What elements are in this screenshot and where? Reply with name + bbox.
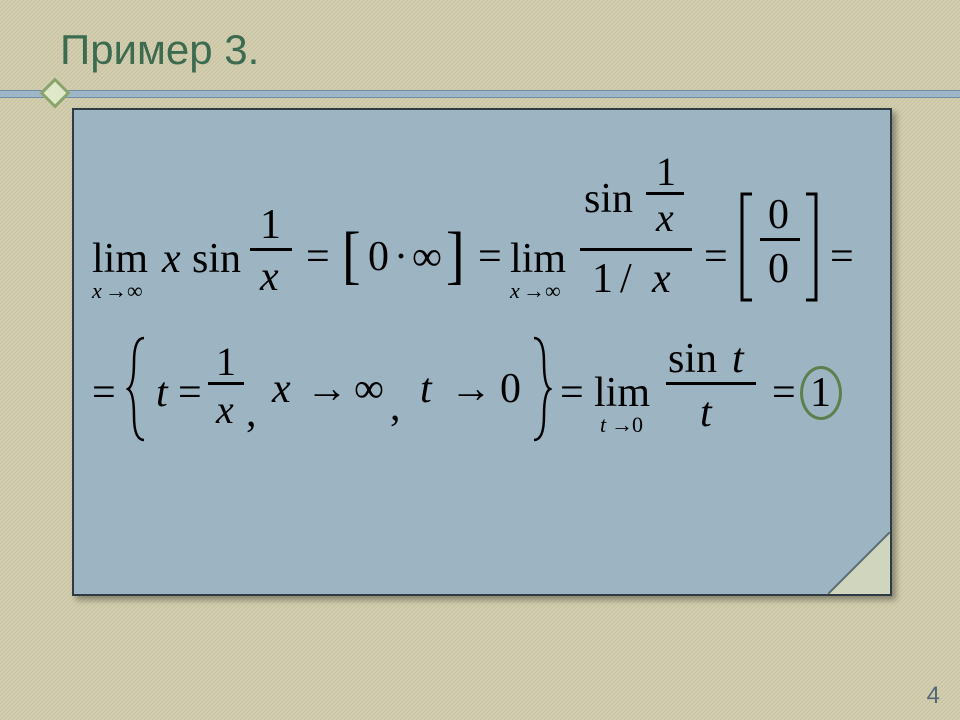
l1-eq4: = (830, 236, 854, 278)
l1-eq3: = (704, 236, 728, 278)
l2-rbrace (530, 334, 552, 444)
l2-x: x (272, 368, 291, 410)
l2-eq3: = (772, 372, 796, 414)
l1-frac1-den: x (260, 256, 279, 298)
l1-inf: ∞ (412, 236, 442, 278)
l2-eq1: = (92, 372, 116, 414)
l2-sub-num: 1 (216, 342, 236, 382)
l1-lim2-sub-x: x (510, 280, 520, 302)
l2-lim-sub-zero: 0 (632, 414, 643, 436)
l1-bigfrac-den-x: x (652, 258, 671, 300)
l1-00-bar (760, 238, 800, 241)
l2-t: t (156, 372, 168, 414)
l1-rbrack: ] (446, 224, 465, 288)
l1-lim-sub-x: x (92, 280, 102, 302)
l2-sub-den: x (216, 390, 234, 430)
l2-lim: lim (594, 372, 650, 414)
l2-den-t: t (700, 392, 712, 434)
l1-zero: 0 (368, 236, 389, 278)
l2-sub-bar (208, 382, 244, 385)
l2-arrow2: → (450, 368, 492, 410)
l1-lim: lim (92, 238, 148, 280)
l2-arrow1: → (306, 368, 348, 410)
accent-bar (0, 90, 960, 98)
l2-lim-sub-arrow: → (611, 414, 633, 436)
l2-t2: t (420, 368, 432, 410)
l2-comma1: , (246, 392, 257, 434)
l2-frac-bar (666, 382, 756, 385)
result-highlight-circle (800, 366, 842, 420)
l1-x: x (162, 238, 181, 280)
l1-bigfrac-inner-num: 1 (656, 152, 676, 192)
l1-bigfrac-sin: sin (584, 178, 633, 220)
l2-eq-sub: = (178, 372, 202, 414)
content-panel: lim x →∞ x sin 1 x = [ 0 · ∞ ] = lim x →… (72, 108, 892, 596)
l1-frac1-num: 1 (260, 204, 281, 246)
l1-big-lbracket (738, 192, 756, 302)
l1-bigfrac-inner-den: x (656, 198, 674, 238)
l1-sin: sin (192, 238, 241, 280)
l2-lim-sub-t: t (600, 414, 606, 436)
l1-cdot: · (394, 236, 408, 278)
l1-00-num: 0 (768, 194, 789, 236)
l1-lim2-sub-arrow: →∞ (523, 280, 561, 302)
l2-sin-t: t (732, 338, 744, 380)
folded-corner-icon (828, 532, 890, 594)
l2-lbrace (126, 334, 148, 444)
l1-bigfrac-den-slash: / (620, 258, 632, 300)
l2-eq2: = (560, 372, 584, 414)
slide-title: Пример 3. (60, 26, 920, 74)
l1-frac1-bar (250, 248, 292, 251)
l1-lim-sub-arrow: →∞ (105, 280, 143, 302)
l1-lim2: lim (510, 238, 566, 280)
l1-big-rbracket (802, 192, 820, 302)
l1-bigfrac-den-1: 1 (592, 258, 613, 300)
l1-lbrack: [ (342, 224, 361, 288)
l2-inf: ∞ (354, 368, 384, 410)
slide-root: Пример 3. lim x →∞ x sin 1 x = [ 0 · ∞ ]… (0, 0, 960, 720)
l2-sin: sin (668, 338, 717, 380)
l1-eq1: = (306, 236, 330, 278)
l1-eq2: = (478, 236, 502, 278)
l2-zero: 0 (500, 368, 521, 410)
l1-bigfrac-bar (580, 248, 692, 251)
l2-comma2: , (390, 386, 401, 428)
slide-number: 4 (927, 682, 940, 710)
l1-00-den: 0 (768, 248, 789, 290)
